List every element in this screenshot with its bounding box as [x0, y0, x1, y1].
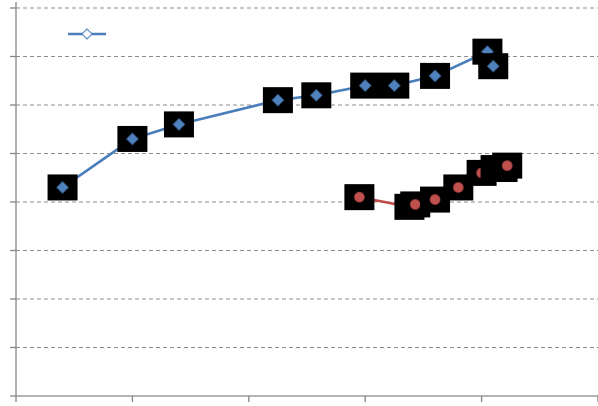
series-2-point-3 [409, 199, 421, 210]
series-1 [47, 38, 509, 201]
series-2 [344, 152, 523, 220]
series-1-point-4 [271, 93, 285, 107]
series-layer [47, 38, 523, 220]
legend [68, 28, 106, 40]
series-1-point-2 [125, 132, 139, 146]
legend-marker-series-1 [81, 28, 93, 40]
series-1-point-5 [309, 88, 323, 102]
series-2-point-1 [353, 191, 365, 203]
series-1-point-8 [428, 69, 442, 83]
axes [10, 2, 598, 402]
series-1-point-3 [172, 117, 186, 131]
series-1-point-7 [387, 79, 401, 93]
series-1-point-6 [358, 79, 372, 93]
series-2-point-4 [429, 194, 441, 205]
series-2-point-9 [501, 160, 513, 172]
series-1-point-1 [55, 180, 70, 195]
series-1-point-10 [486, 59, 500, 73]
series-1-line [61, 50, 495, 189]
series-2-point-5 [452, 182, 464, 193]
